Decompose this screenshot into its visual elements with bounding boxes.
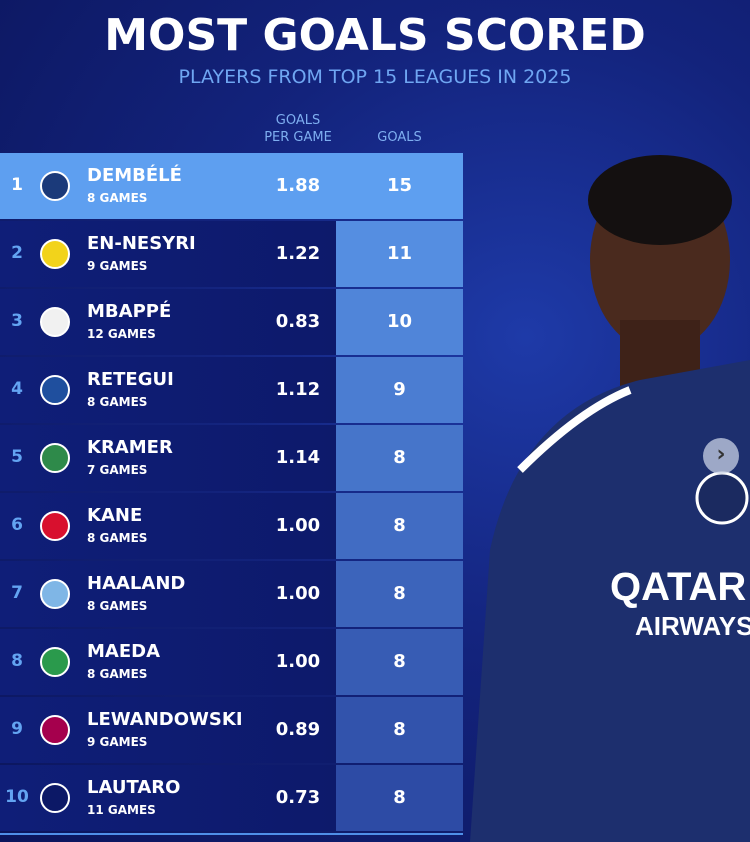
games-count: 8 GAMES	[87, 531, 148, 545]
goals-value: 9	[336, 357, 463, 423]
club-logo-icon	[40, 511, 70, 541]
goals-value: 8	[336, 697, 463, 763]
goals-value: 11	[336, 221, 463, 287]
player-name: RETEGUI	[87, 369, 174, 390]
player-name: MBAPPÉ	[87, 301, 172, 322]
rank: 1	[11, 175, 23, 195]
goals-per-game: 1.00	[275, 583, 321, 604]
rank: 8	[11, 651, 23, 671]
table-row: 10 LAUTARO 11 GAMES 0.73 8	[0, 765, 463, 831]
player-name: HAALAND	[87, 573, 186, 594]
rank: 9	[11, 719, 23, 739]
goals-per-game: 1.00	[275, 651, 321, 672]
chevron-right-icon: ›	[716, 442, 726, 467]
table-row: 6 KANE 8 GAMES 1.00 8	[0, 493, 463, 559]
rank: 10	[5, 787, 29, 807]
games-count: 8 GAMES	[87, 599, 148, 613]
subtitle: PLAYERS FROM TOP 15 LEAGUES IN 2025	[178, 66, 572, 88]
svg-text:QATAR: QATAR	[610, 565, 746, 609]
table-row: 1 DEMBÉLÉ 8 GAMES 1.88 15	[0, 153, 463, 219]
header-line: PER GAME	[264, 130, 332, 145]
rank: 3	[11, 311, 23, 331]
rank: 7	[11, 583, 23, 603]
player-name: KANE	[87, 505, 143, 526]
goals-per-game: 1.00	[275, 515, 321, 536]
goals-per-game: 0.89	[275, 719, 321, 740]
goals-per-game: 0.83	[275, 311, 321, 332]
games-count: 11 GAMES	[87, 803, 156, 817]
player-name: LAUTARO	[87, 777, 181, 798]
rank: 6	[11, 515, 23, 535]
title: MOST GOALS SCORED	[104, 10, 646, 61]
club-logo-icon	[40, 307, 70, 337]
header-goals: GOALS	[377, 130, 422, 145]
club-logo-icon	[40, 647, 70, 677]
games-count: 8 GAMES	[87, 191, 148, 205]
club-logo-icon	[40, 715, 70, 745]
table-row: 9 LEWANDOWSKI 9 GAMES 0.89 8	[0, 697, 463, 763]
goals-per-game: 1.14	[275, 447, 321, 468]
games-count: 7 GAMES	[87, 463, 148, 477]
goals-per-game: 1.88	[275, 175, 321, 196]
rank: 2	[11, 243, 23, 263]
goals-value: 8	[336, 629, 463, 695]
table-row: 2 EN-NESYRI 9 GAMES 1.22 11	[0, 221, 463, 287]
table-row: 7 HAALAND 8 GAMES 1.00 8	[0, 561, 463, 627]
goals-value: 10	[336, 289, 463, 355]
table-row: 8 MAEDA 8 GAMES 1.00 8	[0, 629, 463, 695]
rank: 4	[11, 379, 23, 399]
games-count: 9 GAMES	[87, 259, 148, 273]
rank: 5	[11, 447, 23, 467]
goals-value: 8	[336, 493, 463, 559]
header-goals-per-game: GOALS PER GAME	[258, 112, 338, 146]
next-slide-button[interactable]: ›	[703, 438, 739, 474]
goals-value: 8	[336, 425, 463, 491]
games-count: 8 GAMES	[87, 667, 148, 681]
games-count: 9 GAMES	[87, 735, 148, 749]
club-logo-icon	[40, 443, 70, 473]
games-count: 8 GAMES	[87, 395, 148, 409]
player-photo: QATAR AIRWAYS	[470, 155, 750, 842]
goals-value: 15	[386, 175, 413, 196]
club-logo-icon	[40, 171, 70, 201]
goals-value: 8	[336, 561, 463, 627]
player-name: KRAMER	[87, 437, 173, 458]
player-name: MAEDA	[87, 641, 161, 662]
player-name: EN-NESYRI	[87, 233, 196, 254]
header-line: GOALS	[275, 113, 321, 128]
player-name: LEWANDOWSKI	[87, 709, 243, 730]
goals-per-game: 1.22	[275, 243, 321, 264]
goals-per-game: 1.12	[275, 379, 321, 400]
club-logo-icon	[40, 375, 70, 405]
games-count: 12 GAMES	[87, 327, 156, 341]
goals-per-game: 0.73	[275, 787, 321, 808]
club-logo-icon	[40, 239, 70, 269]
club-logo-icon	[40, 579, 70, 609]
divider	[0, 833, 463, 835]
goals-value: 8	[336, 765, 463, 831]
table-row: 5 KRAMER 7 GAMES 1.14 8	[0, 425, 463, 491]
table-row: 4 RETEGUI 8 GAMES 1.12 9	[0, 357, 463, 423]
table-row: 3 MBAPPÉ 12 GAMES 0.83 10	[0, 289, 463, 355]
svg-text:AIRWAYS: AIRWAYS	[635, 611, 750, 641]
club-logo-icon	[40, 783, 70, 813]
player-name: DEMBÉLÉ	[87, 165, 182, 186]
